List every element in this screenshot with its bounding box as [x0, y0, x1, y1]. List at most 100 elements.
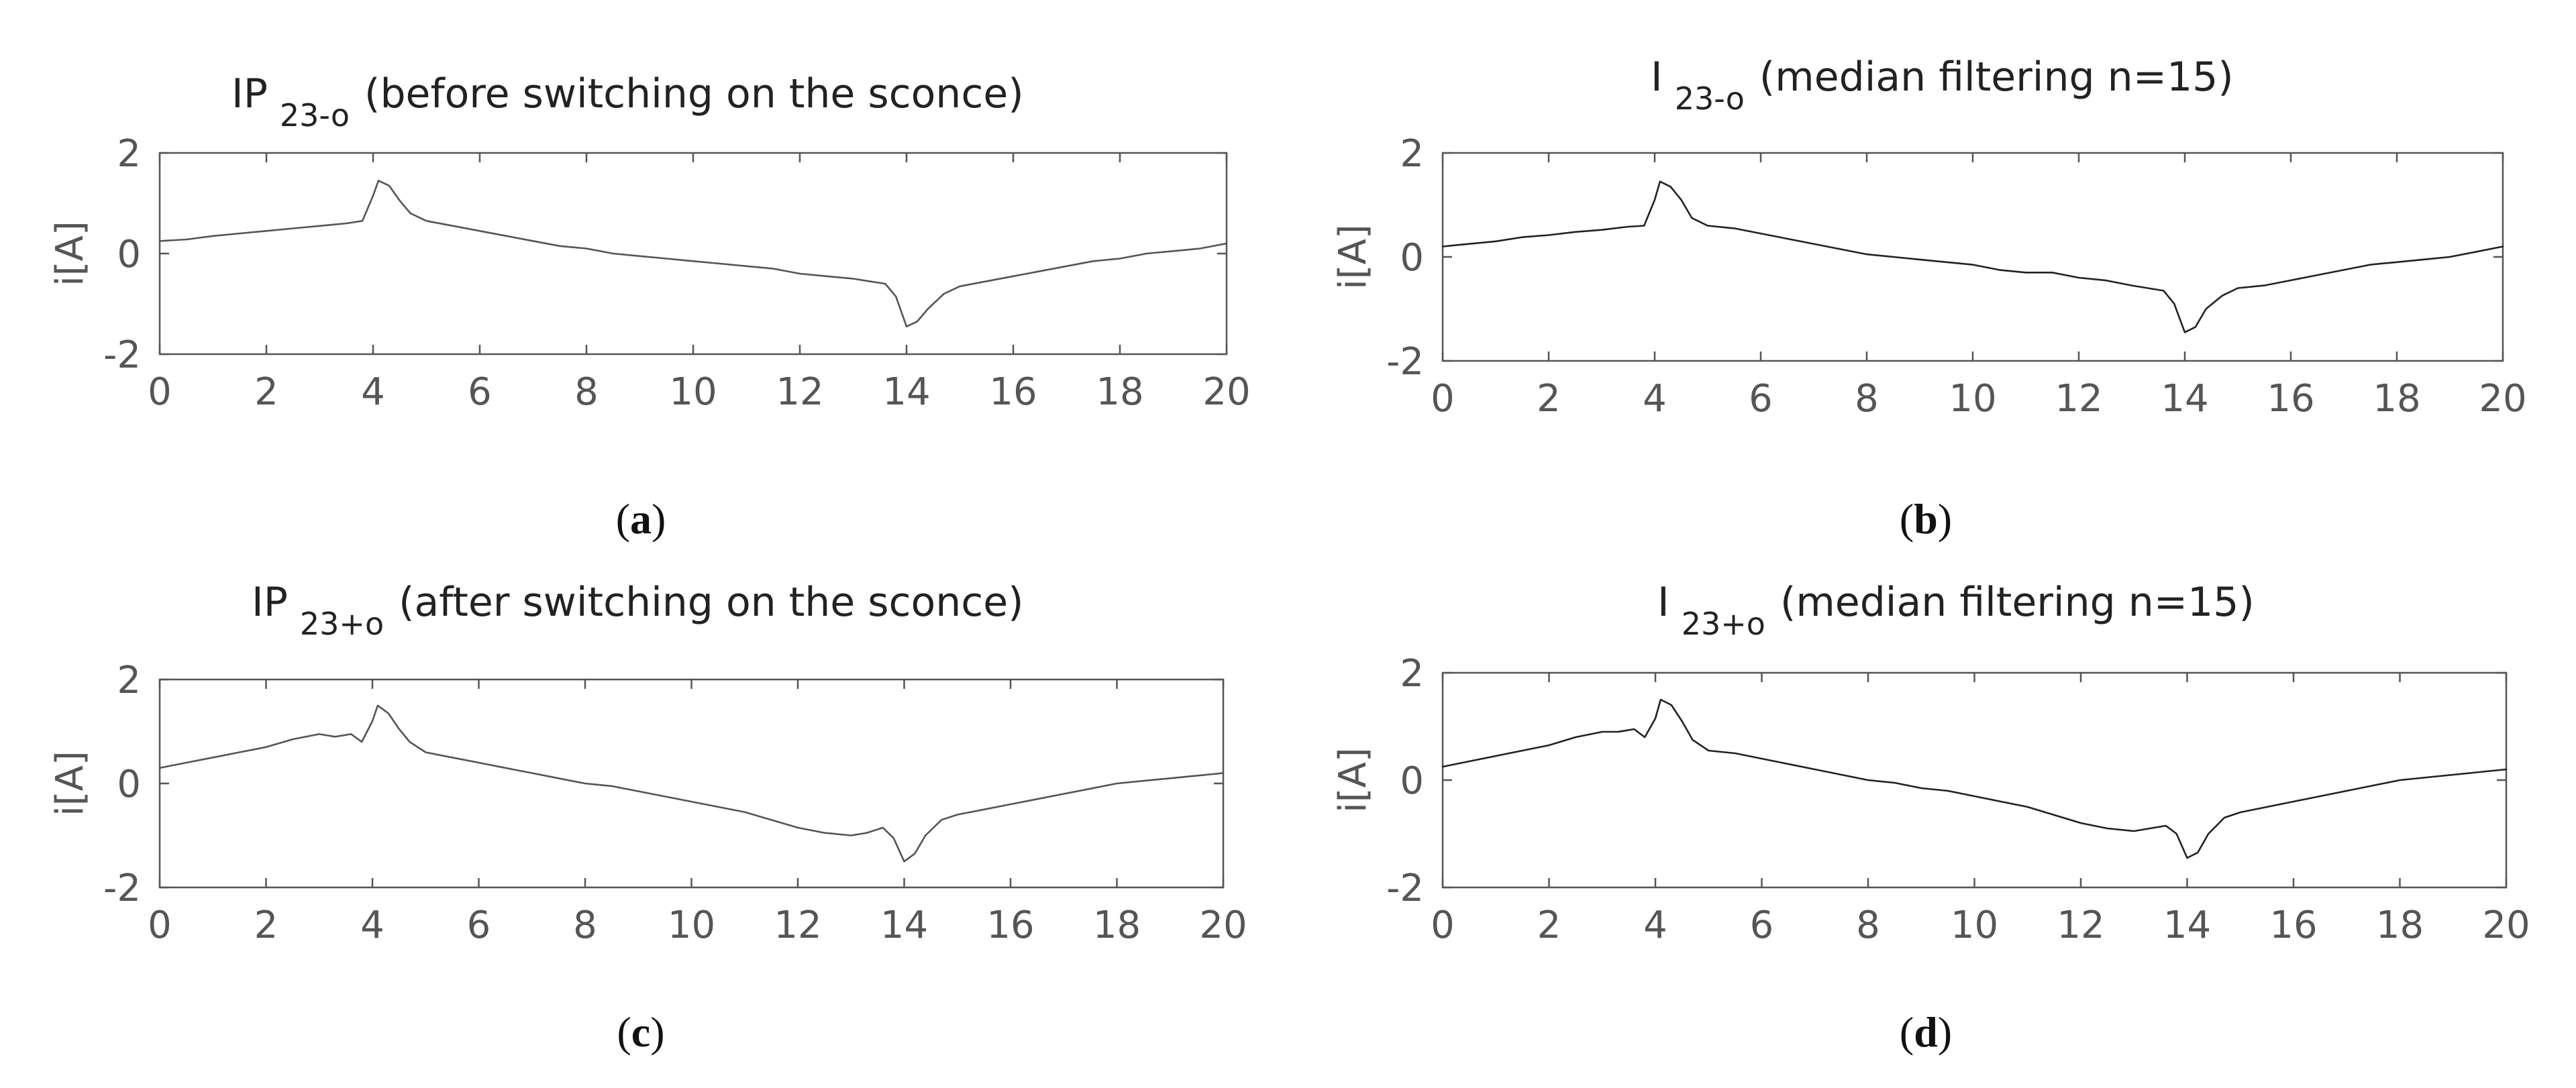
x-tick-label: 6: [1749, 377, 1773, 421]
caption-letter: d: [1914, 1008, 1938, 1056]
title-rest: (median filtering n=15): [1780, 579, 2255, 626]
caption-open: (: [616, 495, 630, 543]
title-main: IP: [231, 70, 268, 117]
panel-caption: (c): [617, 1008, 664, 1056]
x-tick-label: 8: [574, 370, 599, 414]
x-tick-label: 14: [880, 904, 928, 947]
y-tick-label: 2: [117, 132, 141, 176]
x-tick-label: 14: [2161, 377, 2208, 421]
x-tick-label: 20: [2482, 904, 2530, 947]
x-tick-label: 14: [882, 370, 930, 414]
chart-title: I 23+o (median filtering n=15): [1657, 579, 2255, 642]
y-axis-label: i[A]: [48, 751, 92, 816]
caption-letter: b: [1914, 495, 1938, 543]
chart-title: IP 23-o (before switching on the sconce): [231, 70, 1024, 133]
series-line-0: [158, 179, 1228, 328]
series-line-0: [1441, 180, 2504, 333]
x-tick-label: 16: [989, 370, 1037, 414]
x-tick-label: 12: [774, 904, 821, 947]
y-tick-label: 0: [1400, 236, 1424, 280]
caption-close: ): [1938, 495, 1952, 543]
y-tick-label: -2: [103, 333, 141, 377]
title-rest: (after switching on the sconce): [399, 579, 1023, 626]
y-tick-label: 0: [1400, 759, 1424, 803]
x-tick-label: 0: [1431, 904, 1455, 947]
x-tick-label: 20: [1199, 904, 1247, 947]
x-tick-label: 12: [2057, 904, 2104, 947]
y-axis-label: i[A]: [1331, 224, 1375, 290]
x-tick-label: 8: [1855, 377, 1879, 421]
y-tick-label: -2: [1386, 340, 1424, 384]
x-tick-label: 8: [573, 904, 597, 947]
x-tick-label: 16: [2269, 904, 2317, 947]
y-tick-label: -2: [1386, 867, 1424, 910]
title-main: IP: [252, 579, 288, 626]
title-main: I: [1651, 54, 1663, 101]
title-subscript: 23+o: [1682, 606, 1765, 642]
x-tick-label: 8: [1856, 904, 1880, 947]
x-tick-label: 4: [361, 370, 385, 414]
series-line-0: [1441, 698, 2508, 859]
caption-letter: a: [630, 495, 652, 543]
x-tick-label: 4: [1643, 377, 1667, 421]
x-tick-label: 4: [1643, 904, 1667, 947]
y-tick-label: 2: [1400, 132, 1424, 176]
x-tick-label: 14: [2163, 904, 2211, 947]
x-tick-label: 2: [254, 370, 278, 414]
x-tick-label: 10: [668, 904, 715, 947]
y-axis-label: i[A]: [1331, 747, 1375, 813]
x-tick-label: 18: [2376, 904, 2424, 947]
y-axis-label: i[A]: [48, 221, 92, 286]
x-tick-label: 10: [1951, 904, 1998, 947]
axes-frame: [1441, 152, 2504, 362]
x-tick-label: 20: [1202, 370, 1250, 414]
axes-frame: [1441, 671, 2508, 889]
caption-open: (: [617, 1008, 631, 1056]
title-main: I: [1657, 579, 1669, 626]
x-tick-label: 10: [1949, 377, 1996, 421]
caption-close: ): [1938, 1008, 1952, 1056]
title-rest: (before switching on the sconce): [364, 70, 1024, 117]
x-tick-label: 2: [1537, 377, 1561, 421]
caption-open: (: [1900, 1008, 1914, 1056]
y-tick-label: -2: [103, 867, 141, 910]
x-tick-label: 0: [148, 370, 172, 414]
x-tick-label: 6: [1750, 904, 1774, 947]
x-tick-label: 4: [360, 904, 384, 947]
x-tick-label: 18: [1093, 904, 1141, 947]
title-subscript: 23+o: [300, 606, 384, 642]
caption-close: ): [650, 1008, 664, 1056]
y-tick-label: 2: [117, 659, 141, 702]
x-tick-label: 6: [467, 904, 491, 947]
title-subscript: 23-o: [1675, 80, 1745, 117]
x-tick-label: 18: [1096, 370, 1143, 414]
x-tick-label: 6: [468, 370, 492, 414]
axes-frame: [158, 152, 1228, 356]
series-line-0: [158, 704, 1225, 863]
x-tick-label: 0: [148, 904, 172, 947]
axes-frame: [158, 678, 1225, 889]
chart-title: I 23-o (median filtering n=15): [1651, 54, 2234, 117]
x-tick-label: 12: [2055, 377, 2102, 421]
panel-caption: (b): [1900, 495, 1952, 543]
caption-letter: c: [631, 1008, 650, 1056]
x-tick-label: 16: [986, 904, 1034, 947]
title-subscript: 23-o: [280, 97, 350, 133]
title-rest: (median filtering n=15): [1759, 54, 2234, 101]
x-tick-label: 18: [2373, 377, 2420, 421]
y-tick-label: 0: [117, 233, 141, 276]
panel-caption: (d): [1900, 1008, 1952, 1056]
x-tick-label: 12: [776, 370, 823, 414]
x-tick-label: 2: [1537, 904, 1561, 947]
chart-title: IP 23+o (after switching on the sconce): [252, 579, 1024, 642]
caption-open: (: [1900, 495, 1914, 543]
y-tick-label: 0: [117, 763, 141, 806]
x-tick-label: 20: [2479, 377, 2526, 421]
panel-caption: (a): [616, 495, 666, 543]
x-tick-label: 0: [1431, 377, 1455, 421]
